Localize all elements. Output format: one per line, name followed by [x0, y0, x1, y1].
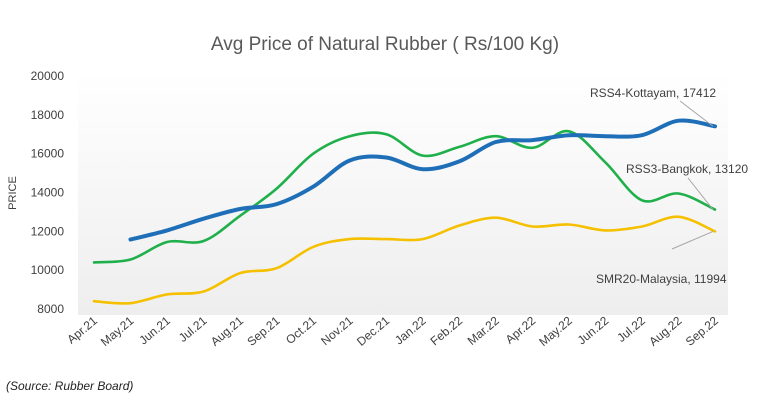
x-tick-label: Apr.21 — [64, 313, 100, 346]
y-tick-label: 18000 — [31, 108, 65, 122]
y-axis-ticks: 8000 10000 12000 14000 16000 18000 20000 — [31, 69, 65, 316]
chart-title: Avg Price of Natural Rubber ( Rs/100 Kg) — [211, 34, 559, 55]
series-annotations: RSS4-Kottayam, 17412 RSS3-Bangkok, 13120 S… — [590, 86, 748, 286]
plot-area — [78, 70, 728, 315]
series-lines — [92, 118, 717, 305]
x-tick-label: Nov.21 — [318, 313, 356, 348]
x-tick-label: Aug.22 — [646, 313, 684, 348]
y-tick-label: 10000 — [31, 263, 65, 277]
series-annotation: RSS3-Bangkok, 13120 — [626, 162, 748, 176]
series-annotation: SMR20-Malaysia, 11994 — [596, 272, 727, 286]
series-annotation: RSS4-Kottayam, 17412 — [590, 86, 716, 100]
y-tick-label: 12000 — [31, 224, 65, 238]
x-tick-label: Dec.21 — [354, 313, 392, 348]
x-tick-label: Jul.22 — [614, 313, 648, 345]
series-line-rss4-kottayam — [128, 118, 717, 242]
source-note: (Source: Rubber Board) — [6, 379, 134, 393]
annotation-leader-line — [687, 177, 714, 210]
x-tick-label: Oct.21 — [283, 313, 319, 347]
x-tick-label: Jun.21 — [136, 313, 173, 347]
x-tick-label: Sep.21 — [244, 313, 282, 348]
x-tick-label: Jun.22 — [575, 313, 612, 347]
y-tick-label: 8000 — [37, 302, 64, 316]
x-tick-label: May.21 — [98, 313, 137, 349]
x-tick-label: Aug.21 — [208, 313, 246, 348]
x-tick-label: Jan.22 — [392, 313, 429, 347]
x-tick-label: May.22 — [536, 313, 575, 349]
x-tick-label: Mar.22 — [465, 313, 502, 348]
series-line-smr20-malaysia — [92, 215, 717, 305]
y-axis-label: PRICE — [7, 176, 19, 210]
annotation-leader-line — [671, 230, 714, 250]
y-tick-label: 20000 — [31, 69, 65, 83]
y-tick-label: 14000 — [31, 186, 65, 200]
series-line-rss3-bangkok — [92, 129, 717, 264]
x-tick-label: Apr.22 — [503, 313, 539, 346]
y-tick-label: 16000 — [31, 147, 65, 161]
x-tick-label: Jul.21 — [176, 313, 210, 345]
annotation-leader-line — [679, 100, 714, 127]
price-line-chart: Avg Price of Natural Rubber ( Rs/100 Kg)… — [7, 34, 748, 349]
x-tick-label: Sep.22 — [683, 313, 721, 348]
x-tick-label: Feb.22 — [428, 313, 466, 348]
